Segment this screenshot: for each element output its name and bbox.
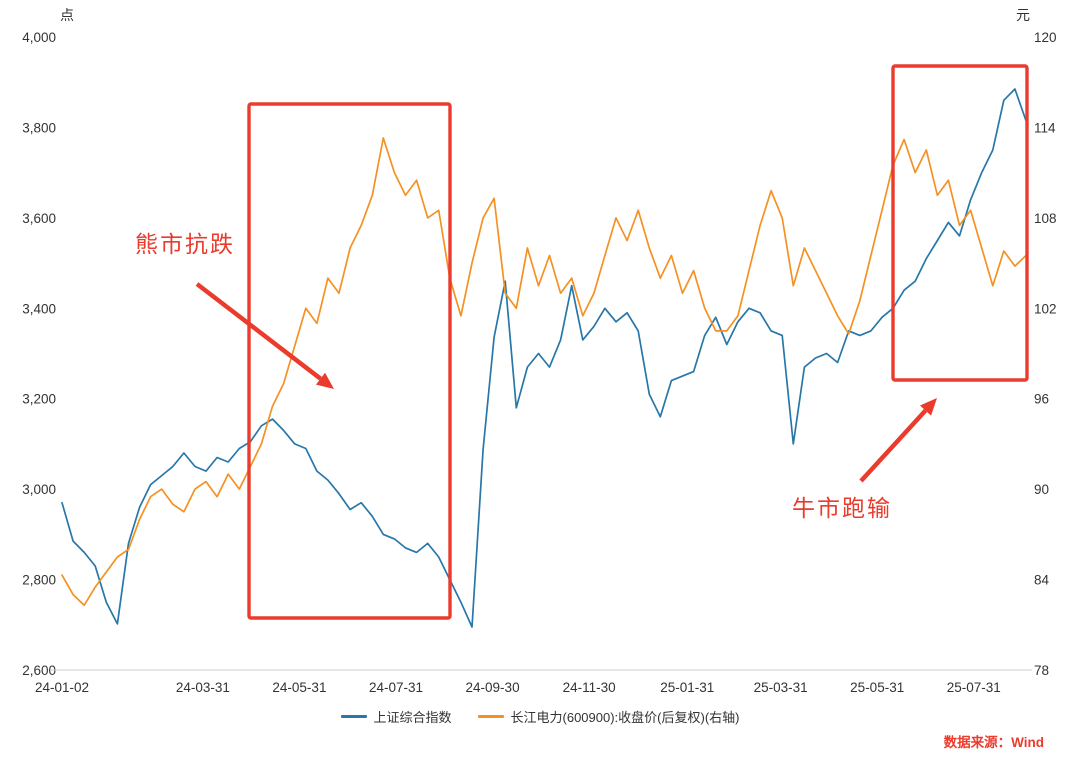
highlight-box-0	[247, 102, 452, 620]
x-axis-tick-label: 25-05-31	[850, 680, 904, 695]
yangtze-power-line-swatch	[477, 715, 504, 718]
left-axis-tick-label: 3,200	[22, 392, 56, 407]
x-axis-tick-label: 24-09-30	[466, 680, 520, 695]
x-axis-tick-label: 24-11-30	[563, 680, 616, 695]
x-axis-tick-label: 24-07-31	[369, 680, 423, 695]
right-axis-tick-label: 120	[1034, 30, 1057, 45]
right-axis-tick-label: 84	[1034, 573, 1050, 588]
arrow-shaft-0	[195, 282, 322, 381]
left-axis-tick-label: 3,800	[22, 120, 56, 135]
yangtze-power-legend-label: 长江电力(600900):收盘价(后复权)(右轴)	[510, 710, 740, 725]
left-axis-tick-label: 2,600	[22, 663, 56, 678]
arrow-shaft-1	[859, 409, 928, 483]
x-axis-tick-label: 24-01-02	[35, 680, 89, 695]
highlight-boxes	[247, 64, 1029, 620]
right-axis-tick-label: 78	[1034, 663, 1049, 678]
arrow-head-1	[919, 398, 937, 416]
x-axis-tick-label: 25-03-31	[754, 680, 808, 695]
annotation-arrows	[195, 282, 937, 483]
left-axis-unit-label: 点	[60, 7, 74, 23]
right-axis-tick-label: 90	[1034, 482, 1049, 497]
x-axis-tick-label: 24-03-31	[176, 680, 230, 695]
left-axis-tick-label: 3,600	[22, 211, 56, 226]
bull-market-annotation: 牛市跑输	[792, 495, 892, 521]
highlight-box-1	[891, 64, 1029, 382]
left-axis-tick-label: 2,800	[22, 573, 56, 588]
series-lines	[61, 88, 1027, 628]
data-source-note: 数据来源：Wind	[943, 735, 1044, 750]
sse-index-legend-label: 上证综合指数	[373, 710, 452, 725]
right-axis-tick-label: 114	[1034, 120, 1056, 135]
left-axis-tick-label: 3,400	[22, 301, 56, 316]
series-line-1	[61, 137, 1027, 607]
left-axis-tick-label: 3,000	[22, 482, 56, 497]
arrow-head-0	[315, 372, 334, 389]
axes: 4,000 3,800 3,600 3,400 3,200 3,000 2,800 2,600…	[22, 30, 1056, 695]
right-axis-tick-label: 96	[1034, 392, 1049, 407]
legend-item-sse-index: 上证综合指数	[340, 707, 452, 726]
right-axis-unit-label: 元	[1016, 7, 1030, 23]
legend-item-yangtze-power: 长江电力(600900):收盘价(后复权)(右轴)	[477, 707, 740, 726]
series-line-0	[61, 88, 1027, 628]
left-axis-tick-label: 4,000	[22, 30, 56, 45]
sse-index-line-swatch	[340, 715, 367, 718]
right-axis-tick-label: 102	[1034, 301, 1057, 316]
legend: 上证综合指数 长江电力(600900):收盘价(后复权)(右轴)	[0, 707, 1080, 726]
x-axis-tick-label: 24-05-31	[272, 680, 326, 695]
bear-market-annotation: 熊市抗跌	[135, 231, 235, 257]
x-axis-tick-label: 25-07-31	[947, 680, 1001, 695]
right-axis-tick-label: 108	[1034, 211, 1057, 226]
x-axis-tick-label: 25-01-31	[660, 680, 714, 695]
